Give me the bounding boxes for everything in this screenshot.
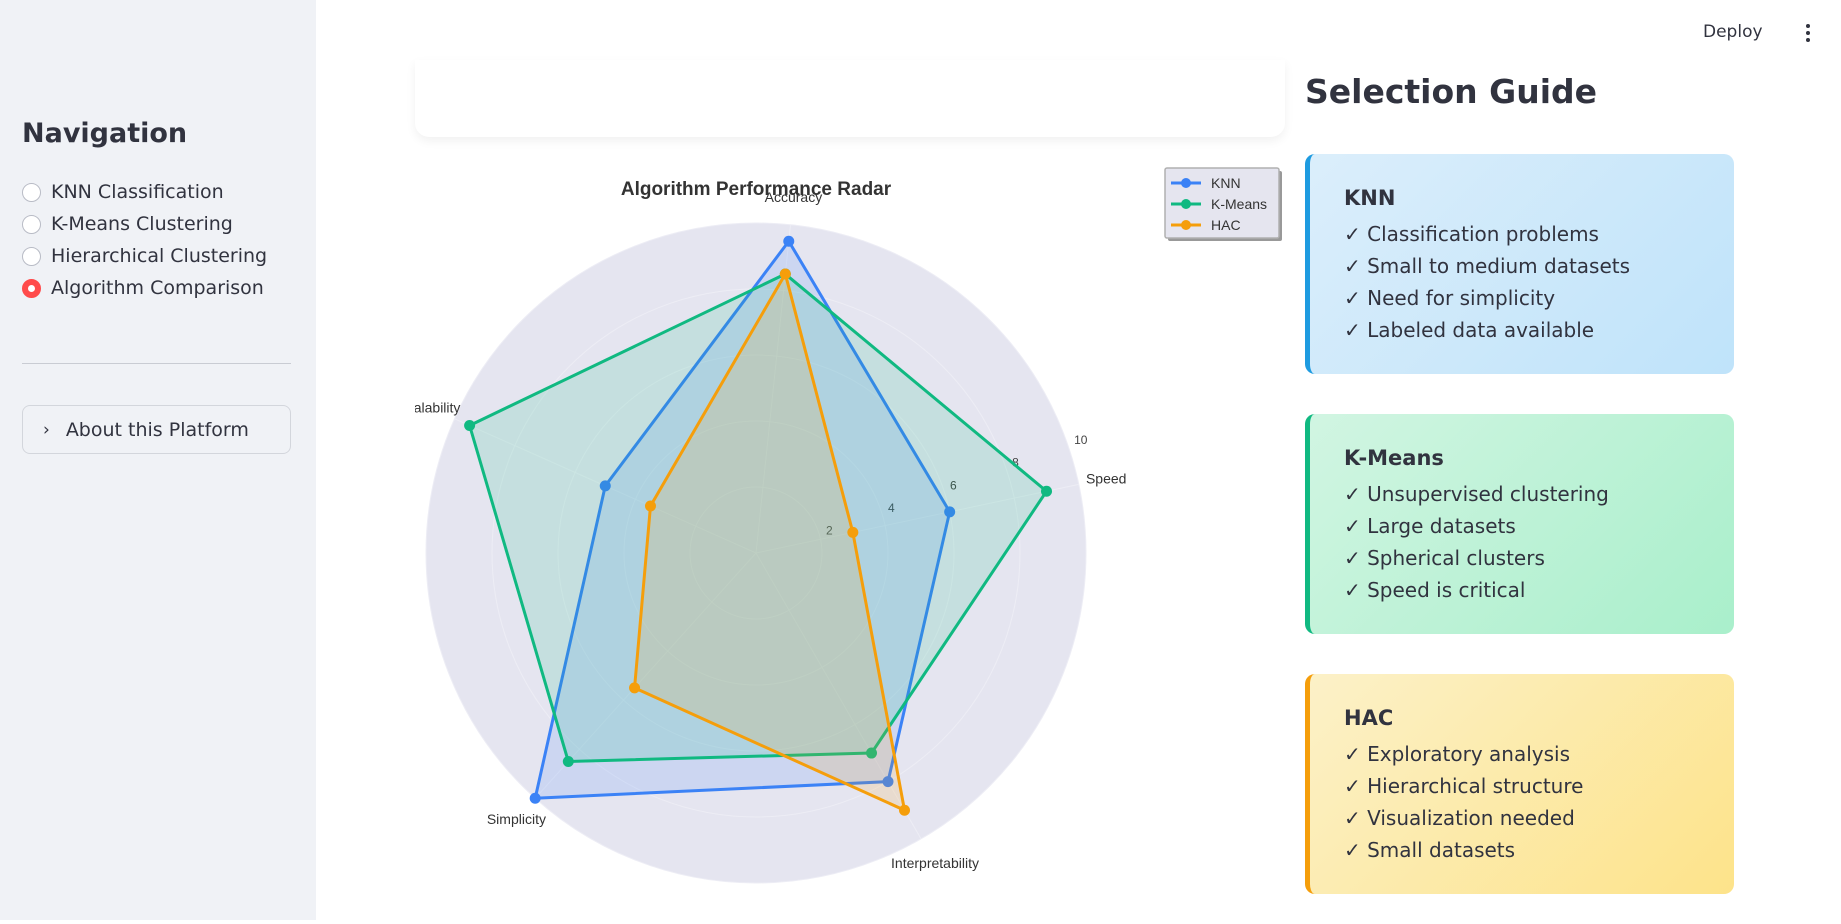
legend-marker bbox=[1181, 178, 1191, 188]
nav-option-comparison[interactable]: Algorithm Comparison bbox=[22, 276, 264, 300]
radio-selected-icon[interactable] bbox=[22, 278, 41, 298]
legend-label: K-Means bbox=[1211, 196, 1267, 212]
card-item: ✓ Need for simplicity bbox=[1344, 286, 1556, 310]
card-item: ✓ Labeled data available bbox=[1344, 318, 1595, 342]
radar-spoke bbox=[534, 552, 757, 799]
sidebar: Navigation KNN Classification K-Means Cl… bbox=[0, 0, 316, 920]
radial-tick-label: 8 bbox=[1012, 456, 1019, 470]
radio-icon[interactable] bbox=[22, 246, 41, 266]
radar-point bbox=[599, 480, 611, 492]
radar-point bbox=[866, 747, 877, 759]
legend-label: HAC bbox=[1211, 217, 1241, 233]
card-item: ✓ Spherical clusters bbox=[1344, 546, 1545, 570]
card-title: K-Means bbox=[1344, 446, 1444, 470]
radar-point bbox=[629, 682, 641, 694]
card-item: ✓ Hierarchical structure bbox=[1344, 774, 1584, 798]
card-title: HAC bbox=[1344, 706, 1394, 730]
radar-gridline bbox=[425, 222, 1087, 884]
radar-point bbox=[779, 268, 791, 280]
radar-point bbox=[783, 235, 795, 247]
about-expander[interactable]: › About this Platform bbox=[22, 405, 291, 454]
radar-gridline bbox=[623, 420, 889, 686]
card-item: ✓ Small datasets bbox=[1344, 838, 1516, 862]
card-item: ✓ Exploratory analysis bbox=[1344, 742, 1571, 766]
deploy-button[interactable]: Deploy bbox=[1703, 22, 1763, 42]
radar-spoke bbox=[755, 552, 922, 840]
card-title: KNN bbox=[1344, 186, 1396, 210]
legend-label: KNN bbox=[1211, 175, 1241, 191]
axis-label: Interpretability bbox=[891, 855, 979, 871]
expander-label: About this Platform bbox=[65, 418, 249, 441]
card-item: ✓ Visualization needed bbox=[1344, 806, 1575, 830]
nav-option-label: Hierarchical Clustering bbox=[51, 245, 268, 267]
radial-tick-label: 10 bbox=[1074, 433, 1088, 447]
radar-point bbox=[562, 755, 574, 767]
radial-tick-label: 2 bbox=[826, 523, 833, 537]
chart-title: Algorithm Performance Radar bbox=[621, 179, 892, 200]
radio-icon[interactable] bbox=[22, 214, 41, 234]
sidebar-divider bbox=[22, 363, 291, 364]
radar-point bbox=[1041, 485, 1053, 497]
sidebar-title: Navigation bbox=[22, 118, 188, 149]
radar-point bbox=[882, 776, 894, 788]
radar-point bbox=[464, 419, 476, 431]
legend-box bbox=[1164, 167, 1280, 239]
radar-chart: Algorithm Performance Radar 2 4 6 8 10 Accur… bbox=[397, 160, 1285, 920]
radar-point bbox=[847, 526, 859, 538]
legend-marker bbox=[1181, 220, 1191, 230]
legend-marker bbox=[1181, 199, 1191, 209]
nav-option-label: KNN Classification bbox=[51, 181, 224, 203]
radar-point bbox=[644, 500, 656, 512]
radar-point bbox=[529, 792, 541, 804]
nav-option-hierarchical[interactable]: Hierarchical Clustering bbox=[22, 244, 267, 268]
nav-option-label: K-Means Clustering bbox=[51, 213, 233, 235]
radar-series-hac bbox=[633, 272, 906, 812]
chevron-right-icon: › bbox=[43, 419, 50, 440]
card-item: ✓ Small to medium datasets bbox=[1344, 254, 1631, 278]
radar-point bbox=[944, 506, 956, 518]
axis-label: Speed bbox=[1086, 471, 1126, 487]
guide-card-knn: KNN ✓ Classification problems ✓ Small to… bbox=[1305, 154, 1734, 374]
card-item: ✓ Large datasets bbox=[1344, 514, 1516, 538]
nav-option-label: Algorithm Comparison bbox=[51, 277, 264, 299]
card-item: ✓ Unsupervised clustering bbox=[1344, 482, 1609, 506]
radial-tick-label: 6 bbox=[950, 478, 957, 492]
selection-guide-title: Selection Guide bbox=[1305, 72, 1598, 111]
radar-point bbox=[899, 804, 910, 816]
radar-chart-svg: Algorithm Performance Radar 2 4 6 8 10 Accur… bbox=[397, 167, 1282, 884]
card-item: ✓ Classification problems bbox=[1344, 222, 1599, 246]
nav-option-knn[interactable]: KNN Classification bbox=[22, 180, 224, 204]
nav-option-kmeans[interactable]: K-Means Clustering bbox=[22, 212, 233, 236]
radar-gridline bbox=[557, 354, 955, 752]
card-item: ✓ Speed is critical bbox=[1344, 578, 1526, 602]
axis-label: Simplicity bbox=[487, 811, 546, 827]
radial-tick-label: 4 bbox=[888, 501, 895, 515]
radio-icon[interactable] bbox=[22, 182, 41, 202]
more-menu-icon[interactable] bbox=[1799, 24, 1817, 46]
axis-label: Accuracy bbox=[765, 189, 823, 205]
content-card bbox=[415, 60, 1285, 137]
axis-label: Scalability bbox=[415, 399, 460, 415]
radar-series-knn bbox=[533, 239, 952, 800]
radar-spoke bbox=[755, 483, 1079, 554]
radar-gridline bbox=[689, 486, 823, 620]
guide-card-kmeans: K-Means ✓ Unsupervised clustering ✓ Larg… bbox=[1305, 414, 1734, 634]
radar-series-kmeans bbox=[468, 272, 1049, 763]
guide-card-hac: HAC ✓ Exploratory analysis ✓ Hierarchica… bbox=[1305, 674, 1734, 894]
